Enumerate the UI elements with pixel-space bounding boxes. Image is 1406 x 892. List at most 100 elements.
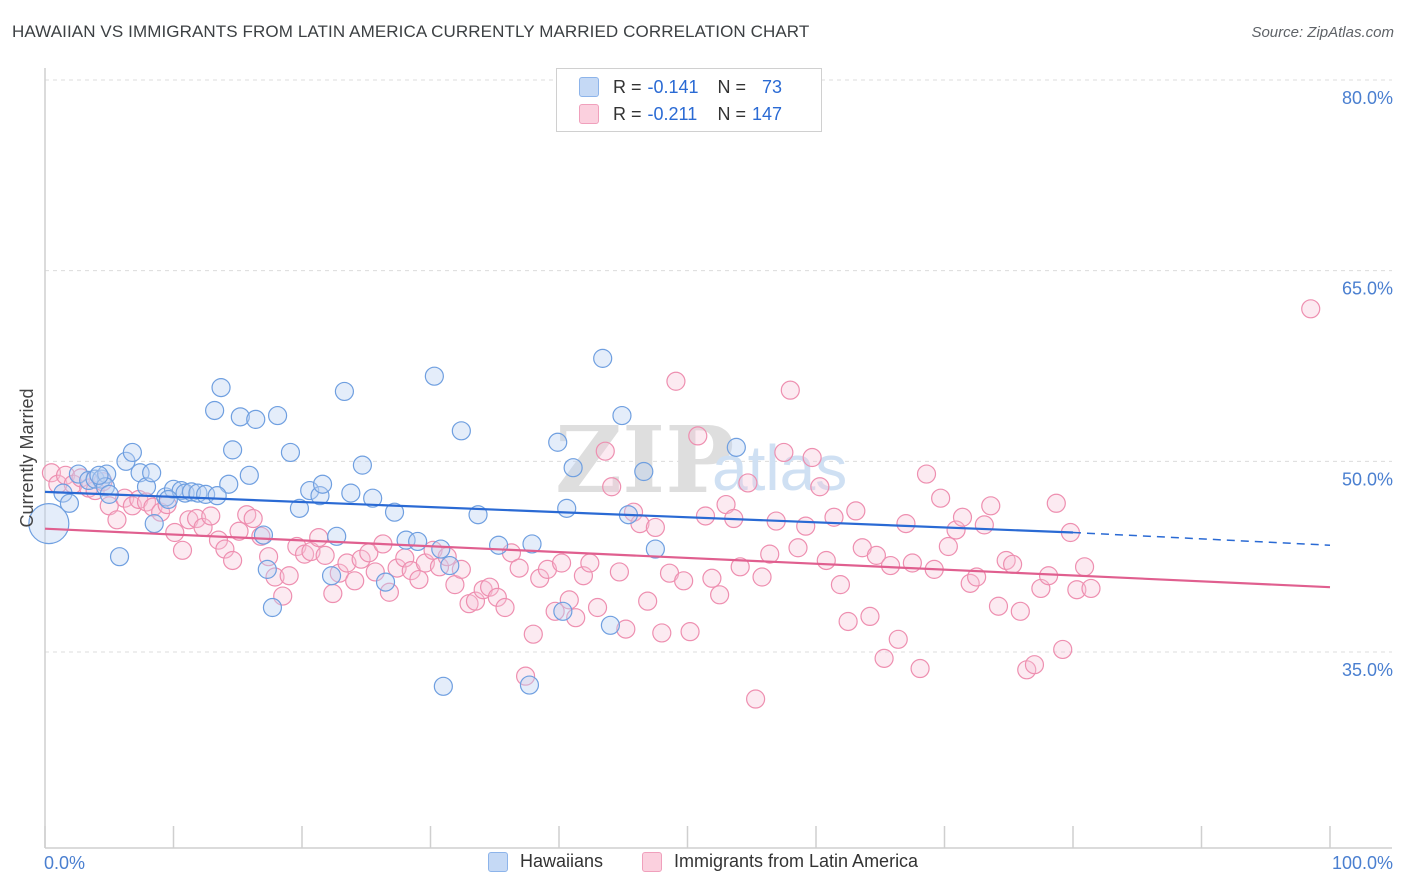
immigrants-point — [551, 553, 572, 573]
legend-r-value: -0.211 — [647, 103, 698, 124]
immigrants-point — [201, 506, 221, 526]
hawaiians-point — [267, 405, 288, 426]
immigrants-point — [351, 549, 371, 569]
hawaiians-point — [207, 486, 227, 506]
immigrants-point — [365, 562, 385, 582]
hawaiians-point — [548, 432, 568, 452]
immigrants-point — [41, 463, 62, 483]
immigrants-point — [710, 585, 730, 605]
immigrants-point — [830, 575, 851, 595]
legend-item-immigrants[interactable]: Immigrants from Latin America — [642, 851, 918, 872]
chart-title: HAWAIIAN VS IMMIGRANTS FROM LATIN AMERIC… — [12, 22, 810, 41]
hawaiians-trend-line — [44, 490, 1074, 534]
hawaiians-point — [144, 514, 164, 534]
y-tick-label: 65.0% — [1342, 279, 1393, 299]
legend-n-label: N = — [717, 76, 747, 97]
immigrants-points — [41, 299, 1321, 709]
immigrants-point — [702, 568, 722, 588]
immigrants-point — [638, 591, 658, 611]
legend-n-value: 73 — [762, 76, 783, 97]
immigrants-point — [846, 501, 866, 521]
legend-r-value: -0.141 — [647, 76, 699, 97]
immigrants-point — [880, 555, 901, 576]
immigrants-point — [967, 567, 987, 587]
hawaiians-point — [341, 483, 361, 503]
hawaiians-point — [289, 498, 310, 518]
hawaiians-point — [563, 458, 583, 478]
immigrants-point — [1301, 299, 1321, 319]
immigrants-point — [688, 426, 708, 446]
immigrants-point — [916, 464, 937, 484]
legend-row-immigrants: R = -0.211 N = 147 — [579, 102, 782, 126]
immigrants-point — [774, 442, 794, 463]
immigrants-point — [545, 601, 565, 621]
legend-label-immigrants: Immigrants from Latin America — [674, 851, 919, 871]
immigrants-point — [752, 567, 772, 587]
hawaiians-points — [28, 348, 746, 696]
immigrants-point — [229, 521, 249, 541]
immigrants-point — [279, 566, 299, 586]
hawaiians-point — [433, 676, 453, 696]
immigrants-point — [760, 544, 780, 564]
immigrants-point — [315, 545, 335, 565]
immigrants-point — [337, 553, 357, 573]
immigrants-point — [609, 562, 629, 582]
hawaiians-point — [219, 474, 239, 494]
immigrants-point — [652, 623, 672, 643]
immigrants-point — [616, 619, 636, 639]
immigrants-point — [866, 545, 886, 565]
immigrants-point — [265, 567, 285, 587]
legend-item-hawaiians[interactable]: Hawaiians — [488, 851, 603, 872]
immigrants-point — [1046, 493, 1066, 513]
y-axis-title: Currently Married — [17, 388, 37, 527]
immigrants-point — [215, 539, 235, 559]
series-legend: Hawaiians Immigrants from Latin America — [0, 851, 1406, 879]
immigrants-point — [796, 516, 816, 536]
immigrants-point — [523, 624, 543, 644]
source-label: Source: ZipAtlas.com — [1251, 24, 1394, 41]
immigrants-point — [480, 577, 500, 597]
hawaiians-point — [634, 461, 654, 482]
trend-lines — [44, 490, 1331, 589]
immigrants-point — [136, 492, 157, 512]
hawaiians-point — [246, 409, 266, 429]
immigrants-point — [780, 380, 800, 400]
hawaiians-point — [280, 442, 301, 463]
hawaiians-point — [593, 348, 613, 368]
immigrants-point — [1067, 580, 1087, 600]
immigrants-point — [379, 582, 399, 602]
immigrants-point — [695, 506, 716, 526]
legend-n-value: 147 — [752, 103, 783, 124]
immigrants-point — [559, 590, 579, 610]
immigrants-point — [931, 488, 951, 508]
hawaiians-point — [181, 482, 202, 502]
hawaiians-point — [557, 498, 577, 518]
y-tick-label: 50.0% — [1342, 469, 1393, 489]
immigrants-trend-line — [44, 527, 1331, 589]
hawaiians-point — [130, 463, 150, 483]
immigrants-point — [974, 515, 994, 535]
stats-legend: R = -0.141 N = 73 R = -0.211 N = 147 — [556, 68, 822, 132]
immigrants-point — [938, 536, 958, 557]
immigrants-point — [587, 597, 608, 618]
immigrants-point — [1081, 578, 1101, 599]
immigrants-point — [243, 508, 263, 529]
immigrants-point — [329, 563, 349, 583]
immigrants-point — [345, 571, 365, 591]
hawaiians-point — [645, 539, 665, 559]
immigrants-point — [1053, 639, 1073, 660]
legend-row-hawaiians: R = -0.141 N = 73 — [579, 75, 782, 99]
immigrants-point — [666, 371, 686, 391]
immigrants-point — [409, 569, 429, 590]
immigrants-point — [738, 473, 758, 493]
immigrants-point — [802, 447, 822, 468]
legend-swatch-blue — [579, 77, 599, 97]
legend-swatch-pink — [579, 104, 599, 124]
gridlines — [45, 79, 1392, 653]
immigrants-point — [674, 571, 694, 591]
immigrants-point — [115, 488, 135, 508]
immigrants-point — [495, 597, 515, 618]
hawaiians-point — [600, 615, 621, 635]
immigrants-point — [323, 583, 343, 604]
hawaiians-point — [205, 400, 225, 421]
